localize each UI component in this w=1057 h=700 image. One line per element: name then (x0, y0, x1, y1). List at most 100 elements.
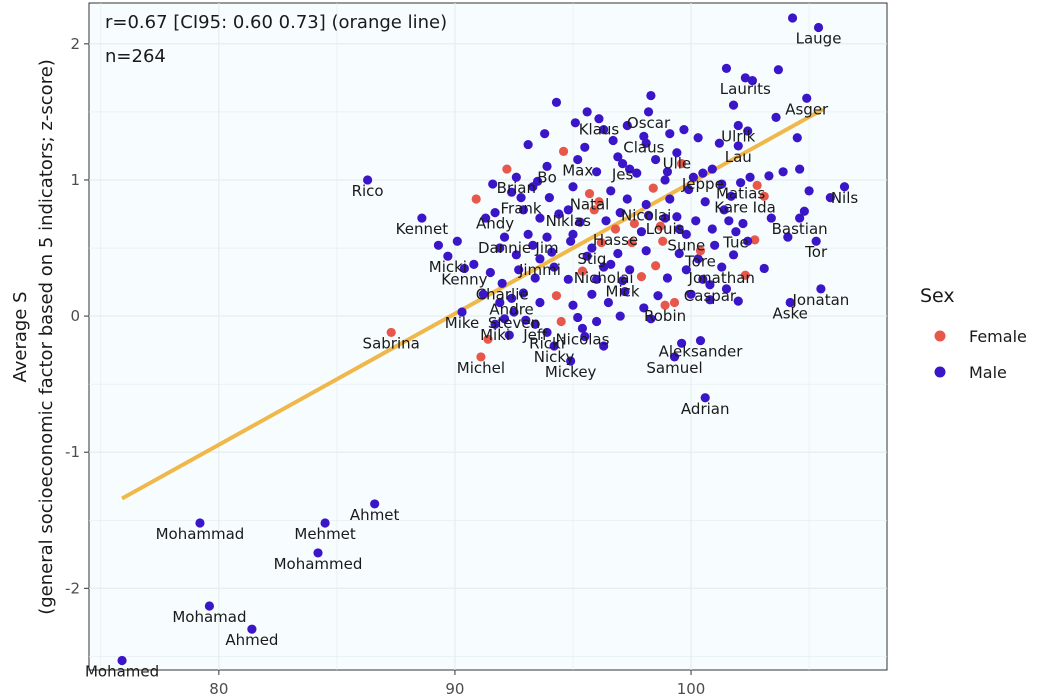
data-point-male (714, 138, 724, 148)
data-point-female (658, 236, 668, 246)
data-point-male (490, 208, 500, 218)
point-label: Nils (831, 189, 859, 207)
point-label: Bastian (772, 220, 828, 238)
legend-swatch-female (934, 330, 946, 342)
point-label: Andre (489, 300, 533, 318)
x-tick-label: 90 (445, 680, 464, 698)
data-point-male (528, 240, 538, 250)
data-point-male (698, 168, 708, 178)
data-point-male (573, 154, 583, 165)
data-point-female (648, 183, 658, 193)
data-point-male (653, 291, 663, 301)
point-label: Ulrik (721, 128, 755, 146)
data-point-male (681, 229, 691, 240)
data-point-male (728, 250, 739, 260)
data-point-male (518, 288, 529, 298)
data-point-male (825, 193, 835, 203)
data-point-male (707, 164, 717, 174)
data-point-male (457, 307, 467, 317)
data-point-male (766, 213, 776, 223)
data-point-male (587, 243, 597, 253)
data-point-male (532, 176, 543, 186)
point-label: Asger (785, 100, 829, 118)
data-point-male (795, 164, 805, 174)
data-point-male (516, 193, 526, 203)
data-point-male (535, 213, 545, 223)
data-point-female (655, 221, 665, 231)
data-point-male (433, 240, 444, 250)
data-point-female (594, 197, 604, 207)
data-point-male (320, 518, 330, 528)
point-label: Brian (497, 179, 536, 197)
data-point-male (625, 265, 635, 275)
data-point-male (641, 246, 651, 256)
data-point-female (610, 224, 621, 234)
data-point-male (551, 97, 562, 107)
data-point-male (485, 267, 495, 278)
data-point-male (587, 289, 597, 299)
point-label: Michel (457, 359, 505, 377)
data-point-female (629, 218, 639, 229)
data-point-male (698, 274, 708, 284)
data-point-male (665, 194, 675, 204)
data-point-male (518, 205, 529, 215)
point-label: Jonathan (688, 269, 755, 287)
data-point-male (568, 300, 578, 310)
data-point-male (370, 499, 380, 509)
data-point-male (530, 273, 540, 283)
point-label: Tor (804, 243, 828, 261)
data-point-male (362, 175, 373, 185)
point-label: Tue (722, 234, 749, 252)
y-tick-label: -2 (65, 579, 80, 597)
point-label: Mohammed (274, 555, 363, 573)
point-label: Jonatan (791, 291, 849, 309)
data-point-male (443, 251, 453, 261)
data-point-male (733, 296, 743, 306)
point-label: Rico (352, 182, 384, 200)
data-point-male (613, 152, 623, 162)
data-point-male (811, 236, 821, 246)
data-point-male (693, 133, 703, 143)
point-label: Mohamed (85, 662, 159, 680)
data-point-male (582, 251, 592, 261)
data-point-male (795, 213, 805, 223)
data-point-male (717, 262, 727, 272)
point-label: Adrian (681, 400, 730, 418)
point-label: Nicolas (555, 330, 609, 348)
data-point-male (542, 327, 552, 338)
data-point-male (674, 248, 684, 259)
data-point-female (589, 205, 599, 215)
data-point-male (636, 227, 647, 237)
data-point-male (639, 131, 649, 141)
data-point-male (726, 191, 736, 201)
data-point-male (592, 316, 602, 327)
point-label: Laurits (720, 80, 771, 98)
point-label: Ida (753, 198, 776, 216)
point-label: Lauge (796, 30, 842, 48)
data-point-male (679, 124, 689, 135)
data-point-male (731, 227, 741, 237)
data-point-male (592, 167, 602, 177)
data-point-male (544, 193, 554, 203)
data-point-male (787, 13, 798, 23)
data-point-male (804, 186, 814, 196)
point-label: Samuel (646, 359, 702, 377)
data-point-male (459, 263, 469, 274)
data-point-male (478, 289, 488, 299)
point-label: Ulle (663, 155, 692, 173)
data-point-male (592, 274, 602, 284)
data-point-male (504, 330, 514, 340)
correlation-annotation: r=0.67 [CI95: 0.60 0.73] (orange line) (105, 12, 447, 33)
legend-swatch-male (934, 366, 946, 378)
data-point-male (509, 307, 519, 317)
point-label: Aske (772, 304, 807, 322)
data-point-male (499, 232, 510, 242)
data-point-male (554, 209, 564, 219)
data-point-female (660, 300, 670, 310)
point-label: Mick (606, 283, 640, 301)
data-point-male (521, 315, 531, 325)
data-point-male (594, 114, 604, 124)
data-point-male (577, 323, 588, 333)
data-point-male (490, 319, 500, 329)
point-label: Andy (476, 215, 514, 233)
